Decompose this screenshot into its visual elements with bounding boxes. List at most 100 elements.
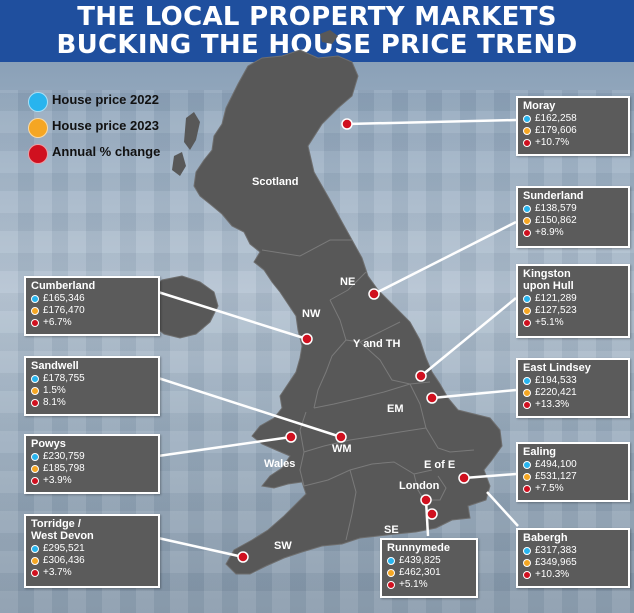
change-value: +5.1% <box>399 579 428 590</box>
hebrides-islands <box>172 112 200 176</box>
red-dot-icon <box>523 319 531 327</box>
region-boundaries <box>261 239 475 541</box>
price-2023-value: £349,965 <box>535 557 577 568</box>
market-name-line1: Torridge / <box>31 518 81 530</box>
blue-dot-icon <box>31 453 39 461</box>
change-value: +6.7% <box>43 317 72 328</box>
marker-powys <box>285 431 297 443</box>
price-2023-row: £127,523 <box>518 305 628 317</box>
legend-label-2023: House price 2023 <box>52 118 159 133</box>
price-2023-value: £179,606 <box>535 125 577 136</box>
market-name: Runnymede <box>387 542 450 554</box>
price-2023-value: £462,301 <box>399 567 441 578</box>
price-2022-value: £295,521 <box>43 543 85 554</box>
market-name: East Lindsey <box>523 362 591 374</box>
market-name: Sunderland <box>523 190 584 202</box>
region-label-e-of-e: E of E <box>424 459 456 471</box>
price-2022-value: £162,258 <box>535 113 577 124</box>
price-2022-value: £165,346 <box>43 293 85 304</box>
market-name-line2: West Devon <box>31 530 94 542</box>
market-box-powys: Powys £230,759 £185,798 +3.9% <box>24 434 160 494</box>
market-box-moray: Moray £162,258 £179,606 +10.7% <box>516 96 630 156</box>
market-box-sandwell: Sandwell £178,755 1.5% 8.1% <box>24 356 160 416</box>
marker-babergh <box>458 472 470 484</box>
price-2022-row: £138,579 <box>518 203 628 215</box>
orange-dot-icon <box>31 307 39 315</box>
red-dot-icon <box>387 581 395 589</box>
marker-cumberland <box>301 333 313 345</box>
price-2023-value: £150,862 <box>535 215 577 226</box>
marker-torridge <box>237 551 249 563</box>
price-2022-value: £138,579 <box>535 203 577 214</box>
market-box-hull: Kingston upon Hull £121,289 £127,523 +5.… <box>516 264 630 338</box>
market-box-east-lindsey: East Lindsey £194,533 £220,421 +13.3% <box>516 358 630 418</box>
price-2022-value: £230,759 <box>43 451 85 462</box>
price-2022-row: £178,755 <box>26 373 158 385</box>
market-name: Babergh <box>523 532 568 544</box>
orange-dot-icon <box>523 389 531 397</box>
price-2023-row: £179,606 <box>518 125 628 137</box>
price-2022-value: £439,825 <box>399 555 441 566</box>
change-value: +10.7% <box>535 137 570 148</box>
region-label-y-and-th: Y and TH <box>353 338 401 350</box>
red-dot-icon <box>28 144 48 164</box>
red-dot-icon <box>523 229 531 237</box>
blue-dot-icon <box>523 547 531 555</box>
blue-dot-icon <box>523 295 531 303</box>
market-name: Moray <box>523 100 556 112</box>
title-line-2: BUCKING THE HOUSE PRICE TREND <box>56 30 578 60</box>
location-markers <box>237 118 470 563</box>
orange-dot-icon <box>523 217 531 225</box>
red-dot-icon <box>31 477 39 485</box>
market-box-ealing: Ealing £494,100 £531,127 +7.5% <box>516 442 630 502</box>
region-label-scotland: Scotland <box>252 176 299 188</box>
change-row: +6.7% <box>26 317 158 329</box>
region-label-sw: SW <box>274 540 292 552</box>
price-2022-row: £194,533 <box>518 375 628 387</box>
marker-moray <box>341 118 353 130</box>
red-dot-icon <box>31 569 39 577</box>
change-value: +7.5% <box>535 483 564 494</box>
price-2023-row: £462,301 <box>382 567 476 579</box>
price-2023-value: 1.5% <box>43 385 66 396</box>
price-2023-value: £185,798 <box>43 463 85 474</box>
region-label-se: SE <box>384 524 399 536</box>
price-2022-row: £494,100 <box>518 459 628 471</box>
blue-dot-icon <box>28 92 48 112</box>
price-2022-row: £295,521 <box>26 543 158 555</box>
price-2023-value: £220,421 <box>535 387 577 398</box>
blue-dot-icon <box>387 557 395 565</box>
market-box-runnymede: Runnymede £439,825 £462,301 +5.1% <box>380 538 478 598</box>
blue-dot-icon <box>523 115 531 123</box>
marker-east-lindsey <box>426 392 438 404</box>
price-2023-row: £176,470 <box>26 305 158 317</box>
price-2023-row: £531,127 <box>518 471 628 483</box>
price-2023-row: £185,798 <box>26 463 158 475</box>
orange-dot-icon <box>523 307 531 315</box>
blue-dot-icon <box>523 205 531 213</box>
market-name: Powys <box>31 438 66 450</box>
price-2022-value: £494,100 <box>535 459 577 470</box>
blue-dot-icon <box>523 461 531 469</box>
price-2023-row: £220,421 <box>518 387 628 399</box>
market-name: Ealing <box>523 446 557 458</box>
red-dot-icon <box>523 401 531 409</box>
market-name-line2: upon Hull <box>523 280 574 292</box>
price-2023-row: £306,436 <box>26 555 158 567</box>
change-value: +8.9% <box>535 227 564 238</box>
orkney-islands <box>320 30 338 44</box>
market-box-torridge-west-devon: Torridge / West Devon £295,521 £306,436 … <box>24 514 160 588</box>
region-label-em: EM <box>387 403 404 415</box>
red-dot-icon <box>31 319 39 327</box>
price-2022-row: £121,289 <box>518 293 628 305</box>
blue-dot-icon <box>31 375 39 383</box>
price-2022-row: £439,825 <box>382 555 476 567</box>
market-name: Sandwell <box>31 360 79 372</box>
connector-lines <box>157 118 519 559</box>
marker-sandwell <box>335 431 347 443</box>
marker-ealing <box>420 494 432 506</box>
marker-hull <box>415 370 427 382</box>
great-britain-landmass <box>193 49 503 575</box>
change-row: +5.1% <box>382 579 476 591</box>
